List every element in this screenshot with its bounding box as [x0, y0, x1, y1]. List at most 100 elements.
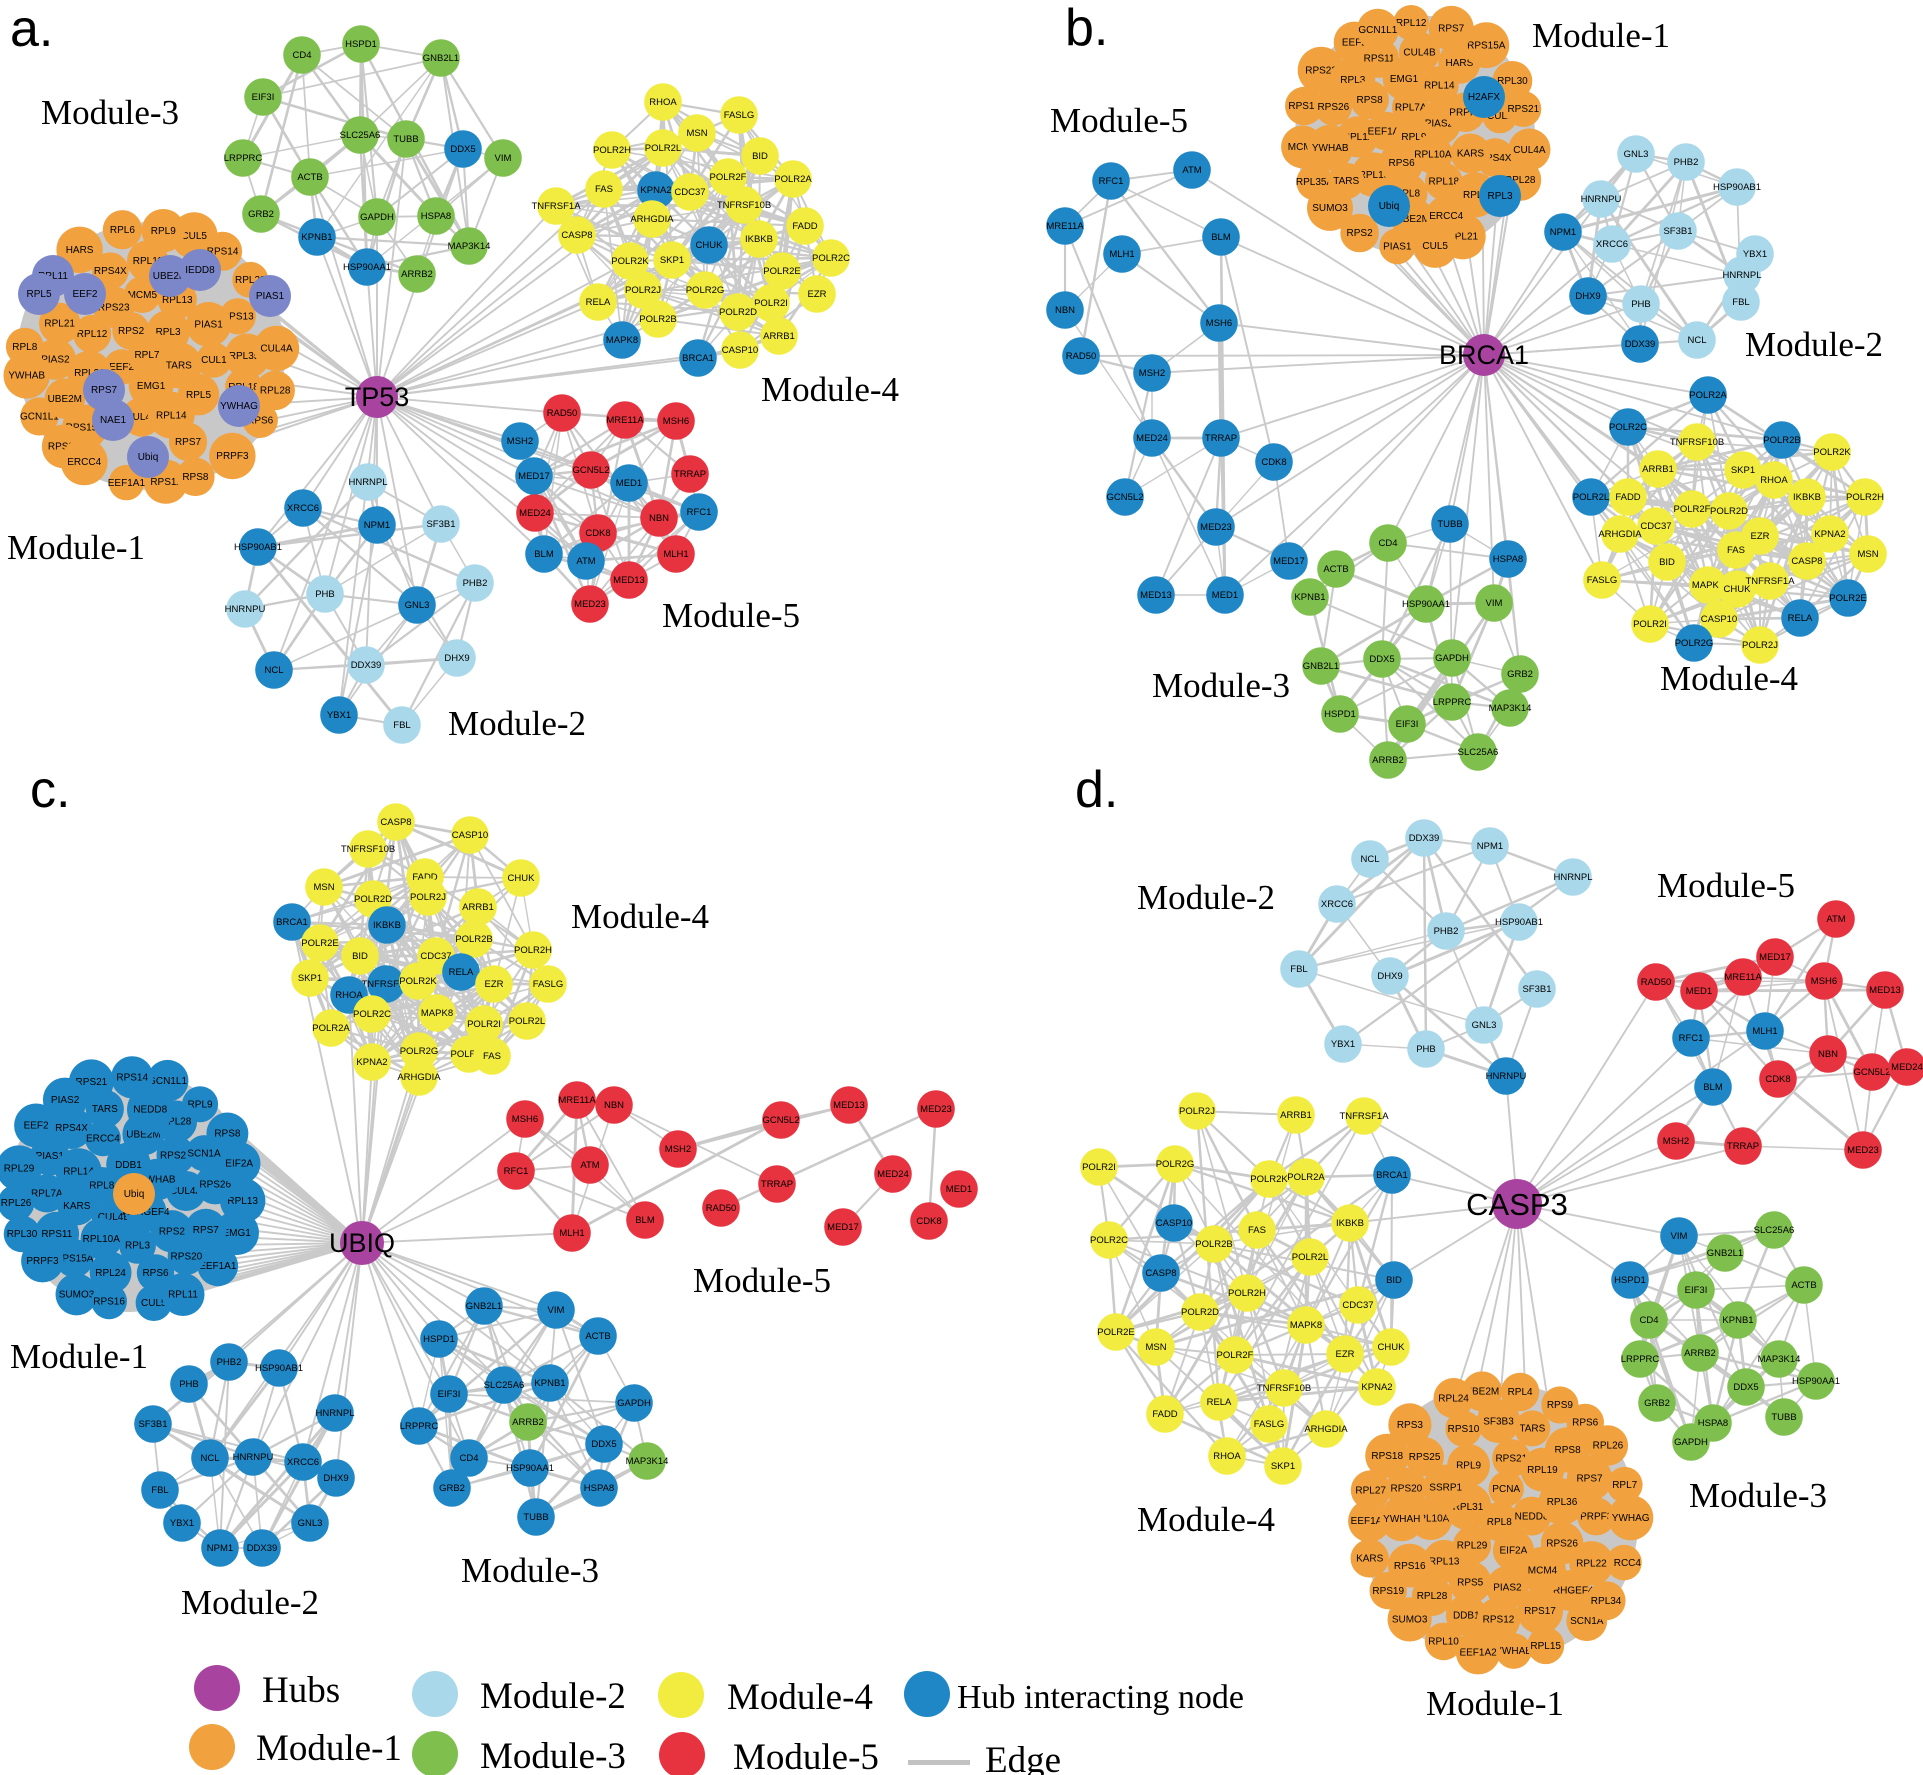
svg-text:NPM1: NPM1	[1550, 227, 1576, 238]
svg-text:RPL23: RPL23	[235, 275, 266, 286]
svg-text:TARS: TARS	[92, 1104, 118, 1115]
svg-text:UBIQ: UBIQ	[329, 1228, 395, 1258]
svg-text:GNB2L1: GNB2L1	[466, 1301, 502, 1312]
svg-text:GNL3: GNL3	[298, 1518, 323, 1529]
svg-text:BID: BID	[1386, 1275, 1402, 1286]
svg-text:DDX5: DDX5	[591, 1439, 616, 1450]
svg-text:FBL: FBL	[151, 1485, 168, 1496]
svg-text:RPL3: RPL3	[125, 1241, 150, 1252]
svg-text:CASP8: CASP8	[1145, 1268, 1176, 1279]
svg-text:SF3B1: SF3B1	[1663, 226, 1692, 237]
svg-text:POLR2K: POLR2K	[1813, 447, 1851, 458]
svg-text:POLR2H: POLR2H	[593, 145, 631, 156]
svg-text:MED1: MED1	[1212, 590, 1238, 601]
svg-text:POLR2H: POLR2H	[1228, 1288, 1266, 1299]
svg-text:YWHAB: YWHAB	[1495, 1646, 1532, 1657]
svg-text:RPS16: RPS16	[1394, 1561, 1426, 1572]
svg-text:RPS2: RPS2	[1347, 228, 1374, 239]
svg-text:MED17: MED17	[1759, 952, 1791, 963]
svg-text:MED24: MED24	[1136, 433, 1168, 444]
svg-text:NCL: NCL	[1687, 335, 1706, 346]
svg-text:TARS: TARS	[166, 361, 192, 372]
svg-text:ATM: ATM	[1826, 914, 1845, 925]
svg-text:NEDD8: NEDD8	[133, 1105, 167, 1116]
svg-text:SUMO3: SUMO3	[59, 1290, 95, 1301]
svg-text:SLC25A6: SLC25A6	[340, 130, 381, 141]
svg-text:RPS6: RPS6	[247, 416, 274, 427]
svg-text:MAPK8: MAPK8	[606, 335, 638, 346]
svg-text:RPL28: RPL28	[1505, 175, 1536, 186]
svg-text:RPS21: RPS21	[76, 1077, 108, 1088]
svg-text:ARRB1: ARRB1	[1280, 1110, 1312, 1121]
svg-text:RPS12: RPS12	[1483, 1615, 1515, 1626]
svg-text:ARRB2: ARRB2	[401, 269, 433, 280]
svg-text:Module-2: Module-2	[480, 1676, 626, 1717]
svg-text:YBX1: YBX1	[1743, 249, 1767, 260]
svg-text:RPS21: RPS21	[48, 442, 80, 453]
svg-text:CUL4A: CUL4A	[260, 344, 293, 355]
svg-text:MRE11A: MRE11A	[558, 1095, 596, 1106]
svg-text:KARS: KARS	[63, 1201, 91, 1212]
svg-text:RPL34: RPL34	[1591, 1596, 1622, 1607]
svg-text:RPL35A: RPL35A	[1296, 177, 1334, 188]
svg-text:MED13: MED13	[833, 1100, 865, 1111]
svg-text:RPL7A: RPL7A	[1395, 103, 1427, 114]
svg-text:RPS7: RPS7	[1438, 24, 1465, 35]
svg-text:ARRB2: ARRB2	[512, 1417, 544, 1428]
svg-text:IEDD8: IEDD8	[185, 265, 215, 276]
svg-text:BRCA1: BRCA1	[1439, 340, 1529, 370]
svg-text:KARS: KARS	[1356, 1554, 1384, 1565]
svg-text:POLR2I: POLR2I	[754, 298, 788, 309]
svg-text:HSPD1: HSPD1	[1324, 709, 1356, 720]
svg-text:CUL1: CUL1	[1487, 111, 1513, 122]
svg-text:DHX9: DHX9	[1575, 291, 1600, 302]
svg-text:GAPDH: GAPDH	[1435, 653, 1469, 664]
svg-text:YBX1: YBX1	[170, 1518, 194, 1529]
svg-text:KPNB1: KPNB1	[1722, 1315, 1753, 1326]
svg-text:ATM: ATM	[576, 556, 595, 567]
svg-text:RPL7A: RPL7A	[31, 1189, 63, 1200]
svg-text:SSRP1: SSRP1	[1429, 1482, 1462, 1493]
svg-text:Ubiq: Ubiq	[1379, 201, 1400, 212]
svg-text:EMG1: EMG1	[1390, 74, 1419, 85]
svg-text:PRPF3: PRPF3	[216, 451, 249, 462]
svg-text:POLR2D: POLR2D	[1181, 1307, 1219, 1318]
svg-text:YWHAB: YWHAB	[8, 371, 45, 382]
svg-text:Module-1: Module-1	[1532, 16, 1670, 55]
svg-text:Module-3: Module-3	[461, 1551, 599, 1590]
svg-text:GNL3: GNL3	[1472, 1020, 1497, 1031]
svg-text:Module-4: Module-4	[1660, 659, 1798, 698]
svg-text:XRCC6: XRCC6	[287, 1457, 319, 1468]
svg-text:RPL9: RPL9	[188, 1099, 213, 1110]
svg-text:HSP90AA1: HSP90AA1	[343, 262, 391, 273]
svg-text:GAPDH: GAPDH	[360, 212, 394, 223]
svg-text:GNB2L1: GNB2L1	[423, 53, 459, 64]
svg-text:Module-3: Module-3	[41, 93, 179, 132]
svg-text:SF3B3: SF3B3	[1483, 1416, 1514, 1427]
svg-text:GCN1L1: GCN1L1	[1358, 25, 1397, 36]
svg-text:FADD: FADD	[1615, 492, 1640, 503]
svg-text:GNL3: GNL3	[1624, 149, 1649, 160]
svg-text:MSN: MSN	[686, 128, 707, 139]
svg-text:PIAS2: PIAS2	[1493, 1583, 1522, 1594]
svg-text:FASLG: FASLG	[1254, 1419, 1285, 1430]
svg-text:RPL3: RPL3	[1340, 75, 1365, 86]
svg-text:ACTB: ACTB	[1323, 564, 1348, 575]
svg-text:PHB2: PHB2	[1434, 926, 1459, 937]
svg-text:PHB: PHB	[179, 1379, 199, 1390]
svg-text:ARHGDIA: ARHGDIA	[1304, 1424, 1348, 1435]
svg-text:RPS15A: RPS15A	[55, 1254, 94, 1265]
svg-text:MSH6: MSH6	[663, 416, 689, 427]
svg-text:MED24: MED24	[877, 1169, 909, 1180]
svg-text:HARS: HARS	[1446, 58, 1474, 69]
svg-text:RPS3: RPS3	[1397, 1420, 1424, 1431]
svg-text:RPL15: RPL15	[1530, 1641, 1561, 1652]
svg-text:RPL3: RPL3	[1487, 191, 1512, 202]
svg-text:HSPA8: HSPA8	[1698, 1418, 1728, 1429]
svg-text:ARHGEF4: ARHGEF4	[122, 1207, 170, 1218]
svg-text:NBN: NBN	[604, 1100, 624, 1111]
svg-text:RHOA: RHOA	[649, 97, 677, 108]
svg-text:RPL12: RPL12	[1396, 18, 1427, 29]
svg-text:RPL11: RPL11	[168, 1290, 198, 1301]
svg-text:RPS4X: RPS4X	[1479, 153, 1512, 164]
